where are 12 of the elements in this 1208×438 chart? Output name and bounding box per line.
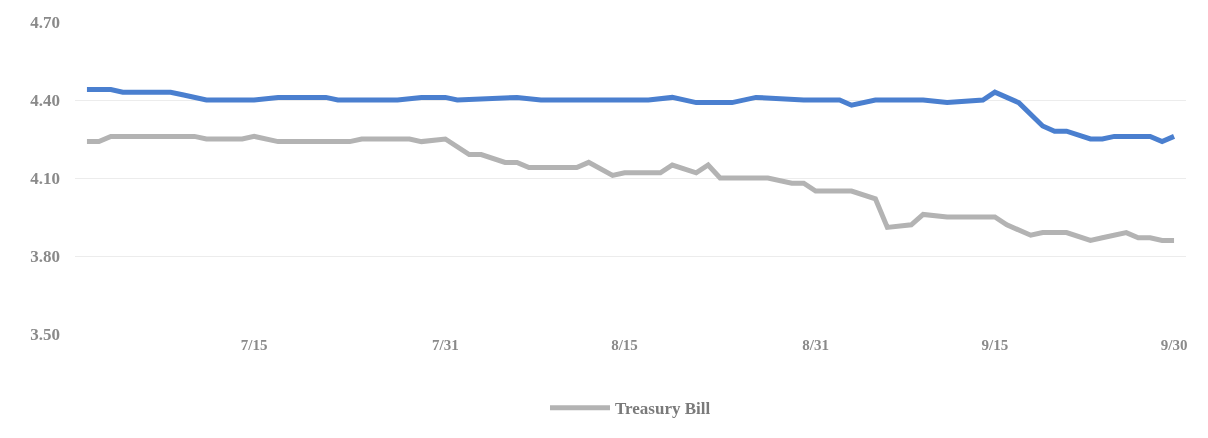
y-tick-label: 3.80 bbox=[30, 246, 60, 266]
x-tick-label: 9/30 bbox=[1160, 337, 1188, 353]
x-tick-label: 7/15 bbox=[240, 337, 268, 353]
y-tick-label: 4.70 bbox=[30, 12, 60, 32]
y-tick-label: 4.10 bbox=[30, 168, 60, 188]
y-tick-label: 4.40 bbox=[30, 90, 60, 110]
x-tick-label: 9/15 bbox=[981, 337, 1009, 353]
x-tick-label: 8/31 bbox=[802, 337, 830, 353]
legend-label: Treasury Bill bbox=[615, 399, 711, 419]
y-tick-label: 3.50 bbox=[30, 324, 60, 344]
x-tick-label: 7/31 bbox=[431, 337, 459, 353]
x-tick-label: 8/15 bbox=[611, 337, 638, 353]
